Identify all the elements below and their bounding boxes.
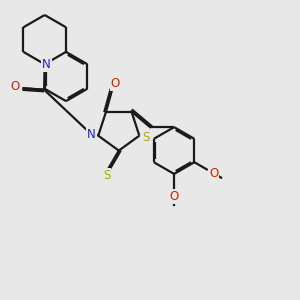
Text: O: O <box>169 190 179 203</box>
Text: O: O <box>209 167 218 180</box>
Text: O: O <box>110 77 120 90</box>
Text: N: N <box>87 128 96 141</box>
Text: S: S <box>103 169 110 182</box>
Text: N: N <box>42 58 51 71</box>
Text: S: S <box>142 131 150 144</box>
Text: O: O <box>11 80 20 93</box>
